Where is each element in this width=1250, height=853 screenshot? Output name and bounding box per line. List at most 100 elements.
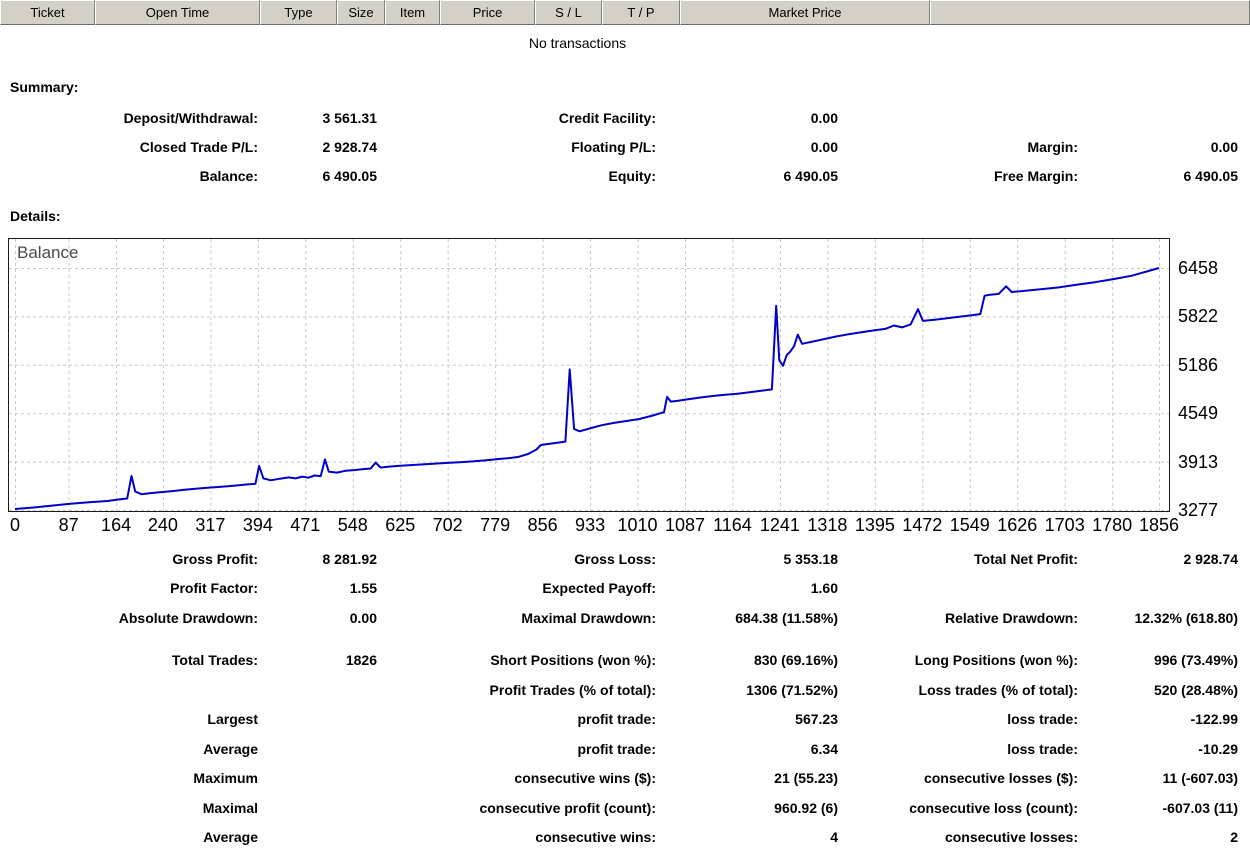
y-axis-label: 3913	[1178, 451, 1219, 472]
column-header-market-price: Market Price	[680, 0, 930, 25]
stat-row: Gross Profit: 8 281.92 Gross Loss: 5 353…	[0, 544, 1250, 574]
stat-label: consecutive wins ($):	[514, 770, 656, 787]
stat-row: Maximal consecutive profit (count): 960.…	[0, 793, 1250, 823]
stat-label: Expected Payoff:	[542, 580, 656, 597]
stat-label: Average	[203, 740, 258, 757]
stat-row: Profit Trades (% of total): 1306 (71.52%…	[0, 675, 1250, 705]
stat-value: 960.92 (6)	[774, 799, 838, 816]
x-axis-label: 779	[480, 515, 511, 535]
x-axis-label: 1395	[854, 515, 895, 535]
stat-label: Maximum	[193, 770, 258, 787]
transactions-table-header: Ticket Open Time Type Size Item Price S …	[0, 0, 1250, 25]
summary-label: Deposit/Withdrawal:	[123, 109, 258, 126]
stat-value: 6.34	[810, 740, 838, 757]
column-header-sl: S / L	[535, 0, 602, 25]
x-axis-label: 1626	[997, 515, 1038, 535]
column-header-empty	[930, 0, 1250, 25]
stat-value: 1826	[345, 652, 377, 669]
stat-label: Long Positions (won %):	[914, 652, 1078, 669]
x-axis-label: 471	[290, 515, 321, 535]
y-axis-label: 3277	[1178, 500, 1219, 520]
stat-value: 1.55	[349, 580, 377, 597]
x-axis-label: 1241	[759, 515, 800, 535]
x-axis-label: 933	[575, 515, 606, 535]
y-axis-label: 5186	[1178, 354, 1219, 375]
x-axis: 0 87 164 240 317 394 471 548 625 702 779 856 933 1010…	[0, 515, 1250, 537]
stat-label: Average	[203, 829, 258, 846]
stat-row: Largest profit trade: 567.23 loss trade:…	[0, 705, 1250, 735]
column-header-tp: T / P	[602, 0, 680, 25]
stat-row: Maximum consecutive wins ($): 21 (55.23)…	[0, 764, 1250, 794]
x-axis-label: 856	[527, 515, 558, 535]
stat-value: 0.00	[349, 609, 377, 626]
stat-value: 567.23	[795, 711, 838, 728]
x-axis-label: 1472	[902, 515, 943, 535]
summary-row: Deposit/Withdrawal: 3 561.31 Credit Faci…	[0, 103, 1250, 132]
x-axis-label: 394	[242, 515, 273, 535]
summary-value: 6 490.05	[783, 167, 839, 184]
summary-label: Closed Trade P/L:	[139, 138, 258, 155]
y-axis: 3277 3913 4549 5186 5822 6458	[1178, 239, 1248, 520]
stat-value: 5 353.18	[783, 550, 839, 567]
summary-value: 0.00	[1210, 138, 1238, 155]
x-axis-label: 1318	[807, 515, 848, 535]
stat-value: 4	[830, 829, 838, 846]
stat-value: 1.60	[810, 580, 838, 597]
x-axis-label: 317	[195, 515, 226, 535]
column-header-open-time: Open Time	[95, 0, 260, 25]
x-axis-label: 625	[385, 515, 416, 535]
stat-label: profit trade:	[577, 740, 656, 757]
x-axis-label: 0	[9, 515, 21, 535]
y-axis-label: 5822	[1178, 306, 1219, 327]
stat-label: profit trade:	[577, 711, 656, 728]
stat-value: 996 (73.49%)	[1153, 652, 1238, 669]
stat-label: consecutive profit (count):	[479, 799, 656, 816]
stat-row: Profit Factor: 1.55 Expected Payoff: 1.6…	[0, 574, 1250, 604]
balance-chart: Balance	[8, 238, 1170, 512]
stat-label: consecutive loss (count):	[909, 799, 1078, 816]
details-heading: Details:	[10, 208, 61, 224]
summary-label: Margin:	[1027, 138, 1078, 155]
x-axis-label: 1549	[949, 515, 990, 535]
summary-value: 3 561.31	[322, 109, 378, 126]
stat-label: Relative Drawdown:	[944, 609, 1078, 626]
stat-label: Maximal	[202, 799, 258, 816]
x-axis-label: 1780	[1092, 515, 1133, 535]
summary-row: Closed Trade P/L: 2 928.74 Floating P/L:…	[0, 132, 1250, 161]
stat-value: 520 (28.48%)	[1153, 681, 1238, 698]
x-axis-label: 87	[58, 515, 79, 535]
stat-label: consecutive losses:	[944, 829, 1078, 846]
stat-row: Absolute Drawdown: 0.00 Maximal Drawdown…	[0, 603, 1250, 633]
column-header-size: Size	[337, 0, 385, 25]
balance-chart-area: Balance 3277 3913 4549 5186 5822 6458 0 87 164 2…	[0, 238, 1250, 538]
x-axis-label: 1010	[617, 515, 658, 535]
stat-value: 1306 (71.52%)	[746, 681, 838, 698]
summary-value: 2 928.74	[322, 138, 378, 155]
stat-label: Loss trades (% of total):	[918, 681, 1078, 698]
stat-value: 684.38 (11.58%)	[735, 609, 838, 626]
summary-label: Balance:	[199, 167, 258, 184]
statistics-grid: Gross Profit: 8 281.92 Gross Loss: 5 353…	[0, 544, 1250, 852]
column-header-item: Item	[385, 0, 440, 25]
summary-value: 0.00	[810, 138, 838, 155]
stat-label: Gross Profit:	[172, 550, 258, 567]
stat-label: Largest	[207, 711, 258, 728]
x-axis-label: 1164	[713, 515, 752, 535]
stat-value: 21 (55.23)	[774, 770, 838, 787]
stat-label: Total Trades:	[171, 652, 258, 669]
summary-label: Credit Facility:	[558, 109, 656, 126]
stat-value: -607.03 (11)	[1162, 799, 1239, 816]
x-axis-label: 240	[147, 515, 178, 535]
summary-value: 6 490.05	[1183, 167, 1239, 184]
stat-value: -122.99	[1190, 711, 1238, 728]
stat-label: consecutive losses ($):	[923, 770, 1078, 787]
stat-label: Total Net Profit:	[974, 550, 1078, 567]
x-axis-label: 164	[101, 515, 132, 535]
stat-label: Maximal Drawdown:	[521, 609, 656, 626]
stat-value: 8 281.92	[322, 550, 378, 567]
summary-value: 0.00	[810, 109, 838, 126]
chart-title: Balance	[17, 243, 79, 262]
column-header-type: Type	[260, 0, 337, 25]
no-transactions-message: No transactions	[528, 35, 627, 51]
summary-label: Free Margin:	[993, 167, 1078, 184]
